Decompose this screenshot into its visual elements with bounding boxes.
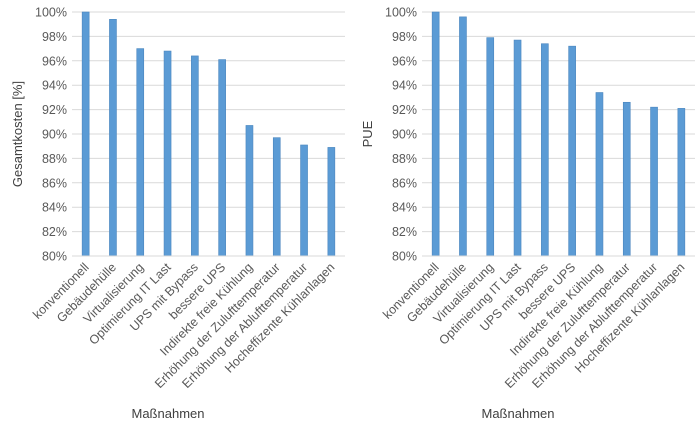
bar xyxy=(595,92,604,257)
bar xyxy=(191,55,199,257)
bar xyxy=(622,101,631,257)
chart-gesamtkosten: 80%82%84%86%88%90%92%94%96%98%100%konven… xyxy=(10,6,345,421)
y-tick-label: 84% xyxy=(42,201,67,215)
y-tick-label: 94% xyxy=(42,79,67,93)
bar xyxy=(272,137,281,257)
bar xyxy=(245,125,254,257)
y-tick-label: 90% xyxy=(392,128,417,142)
bar xyxy=(650,106,658,257)
bar xyxy=(300,144,308,257)
y-tick-label: 90% xyxy=(42,128,67,142)
bar xyxy=(136,48,145,257)
bar xyxy=(459,16,467,257)
bar xyxy=(81,11,90,257)
y-tick-label: 100% xyxy=(385,6,417,20)
y-tick-label: 86% xyxy=(392,176,417,190)
y-tick-label: 92% xyxy=(392,103,417,117)
y-tick-label: 88% xyxy=(42,152,67,166)
chart-pue: 80%82%84%86%88%90%92%94%96%98%100%konven… xyxy=(360,6,695,421)
y-tick-label: 80% xyxy=(42,250,67,264)
y-tick-label: 80% xyxy=(392,250,417,264)
y-tick-label: 98% xyxy=(392,30,417,44)
y-tick-label: 96% xyxy=(42,54,67,68)
bar xyxy=(568,45,576,257)
bar xyxy=(163,50,172,257)
y-axis-title: Gesamtkosten [%] xyxy=(10,81,25,187)
y-tick-label: 92% xyxy=(42,103,67,117)
y-tick-label: 100% xyxy=(35,6,67,20)
bar xyxy=(327,147,336,257)
bar xyxy=(109,19,117,257)
y-tick-label: 94% xyxy=(392,79,417,93)
bar xyxy=(431,11,440,257)
bar xyxy=(513,39,522,257)
bar xyxy=(677,108,686,257)
y-tick-label: 82% xyxy=(392,225,417,239)
bar xyxy=(218,59,226,257)
x-axis-title: Maßnahmen xyxy=(132,406,205,421)
y-tick-label: 96% xyxy=(392,54,417,68)
bar xyxy=(486,37,495,257)
y-axis-title: PUE xyxy=(360,120,375,147)
y-tick-label: 84% xyxy=(392,201,417,215)
bar xyxy=(541,43,549,257)
y-tick-label: 82% xyxy=(42,225,67,239)
y-tick-label: 88% xyxy=(392,152,417,166)
y-tick-label: 98% xyxy=(42,30,67,44)
x-axis-title: Maßnahmen xyxy=(482,406,555,421)
y-tick-label: 86% xyxy=(42,176,67,190)
